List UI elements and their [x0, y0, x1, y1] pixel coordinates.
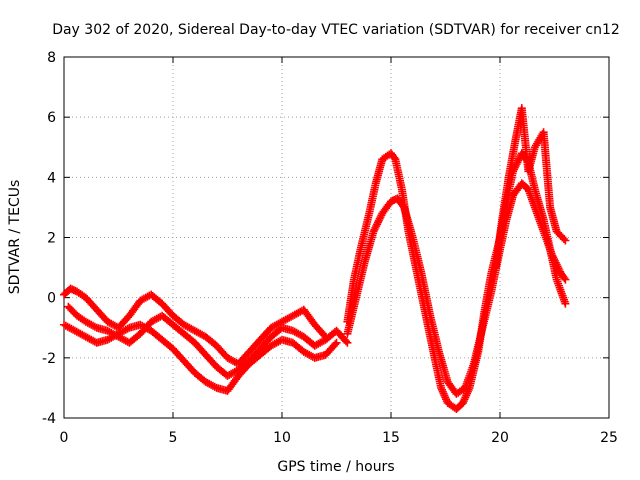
data-point — [559, 235, 568, 244]
data-point — [550, 255, 559, 264]
data-point — [561, 275, 570, 284]
data-point — [561, 299, 570, 308]
y-tick-label: 4 — [47, 170, 56, 186]
data-point — [342, 337, 351, 346]
x-tick-label: 0 — [60, 430, 69, 446]
data-point — [390, 153, 399, 162]
series-track-e — [343, 179, 570, 398]
data-point — [511, 161, 520, 170]
series-track-c — [64, 302, 352, 380]
y-tick-label: 6 — [47, 110, 56, 126]
data-point — [210, 382, 219, 391]
data-points — [60, 104, 570, 413]
data-point — [549, 253, 558, 262]
data-point — [375, 214, 384, 223]
data-point — [374, 216, 383, 225]
data-point — [343, 338, 352, 347]
x-tick-label: 10 — [273, 430, 291, 446]
data-point — [373, 220, 382, 229]
series-track-a — [60, 284, 330, 368]
data-point — [398, 201, 407, 210]
series-track-d — [343, 149, 570, 413]
data-point — [554, 264, 563, 273]
y-axis-label: SDTVAR / TECUs — [7, 180, 23, 295]
y-tick-label: -4 — [42, 411, 56, 427]
chart-title: Day 302 of 2020, Sidereal Day-to-day VTE… — [52, 22, 620, 38]
data-point — [373, 218, 382, 227]
y-axis: -4 -2 0 2 4 6 8 — [42, 50, 609, 427]
x-tick-label: 20 — [491, 430, 509, 446]
data-point — [553, 262, 562, 271]
x-axis-label: GPS time / hours — [277, 459, 394, 475]
data-point — [551, 258, 560, 267]
data-point — [561, 236, 570, 245]
y-tick-label: 2 — [47, 231, 56, 247]
data-point — [123, 324, 132, 333]
y-tick-label: 8 — [47, 50, 56, 66]
data-point — [548, 251, 557, 260]
x-tick-label: 5 — [169, 430, 178, 446]
y-tick-label: 0 — [47, 291, 56, 307]
data-point — [331, 340, 340, 349]
data-point — [369, 227, 378, 236]
data-point — [372, 222, 381, 231]
data-point — [371, 223, 380, 232]
data-point — [376, 213, 385, 222]
x-tick-label: 15 — [382, 430, 400, 446]
x-axis: 0 5 10 15 20 25 — [60, 57, 618, 446]
data-point — [560, 274, 569, 283]
x-tick-label: 25 — [600, 430, 618, 446]
y-tick-label: -2 — [42, 351, 56, 367]
data-point — [550, 256, 559, 265]
data-point — [552, 260, 561, 269]
data-point — [555, 265, 564, 274]
data-point — [90, 322, 99, 331]
data-point — [370, 225, 379, 234]
series-track-f — [491, 104, 570, 272]
data-point — [515, 154, 524, 163]
data-point — [332, 338, 341, 347]
grid — [64, 57, 609, 418]
